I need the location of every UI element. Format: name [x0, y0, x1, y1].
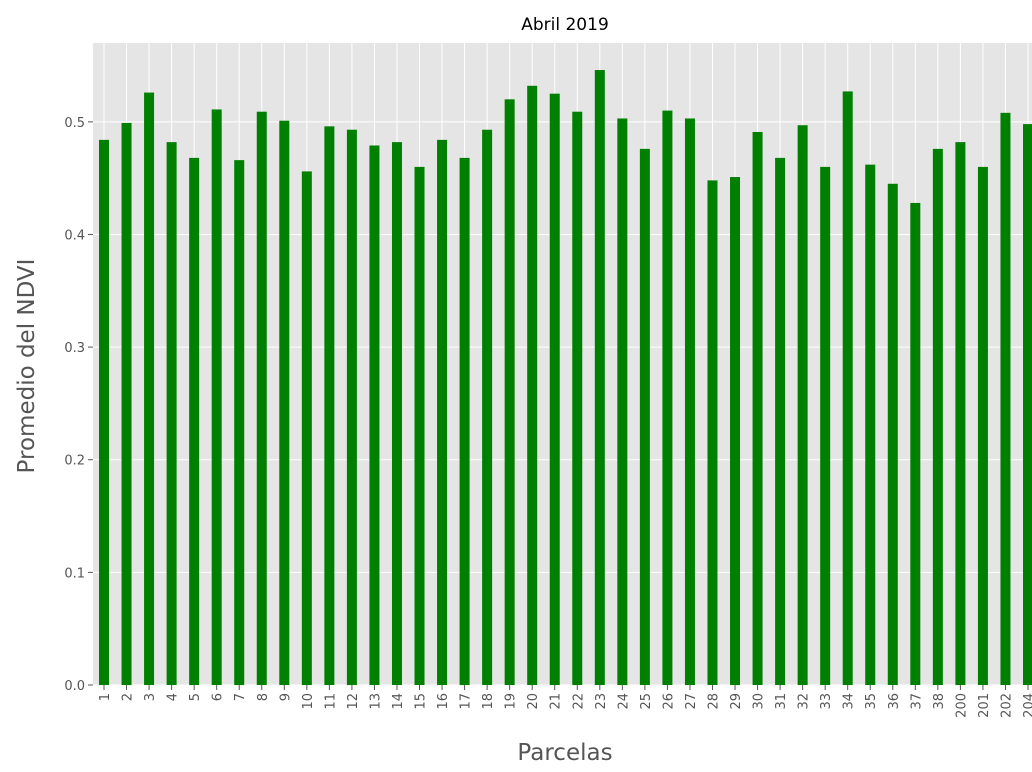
bar	[639, 148, 650, 686]
x-tick-label: 27	[684, 693, 699, 710]
x-tick-label: 202	[999, 693, 1014, 718]
x-tick-label: 15	[414, 693, 429, 710]
y-tick-label: 0.0	[64, 679, 85, 694]
x-tick-label: 29	[729, 693, 744, 710]
bar	[955, 142, 966, 685]
bar	[369, 145, 380, 685]
bar	[842, 91, 853, 685]
x-tick-label: 31	[774, 693, 789, 710]
bar	[594, 70, 605, 686]
x-tick-label: 19	[504, 693, 519, 710]
bar	[324, 126, 335, 686]
bar	[797, 125, 808, 685]
x-tick-label: 38	[932, 693, 947, 710]
bar	[482, 129, 493, 685]
bar	[414, 166, 425, 686]
bar	[730, 177, 741, 685]
bar	[887, 183, 898, 685]
bar	[865, 164, 876, 686]
bar	[391, 142, 402, 685]
bar	[662, 110, 673, 685]
bar	[504, 99, 515, 685]
x-tick-label: 37	[909, 693, 924, 710]
x-tick-label: 21	[549, 693, 564, 710]
x-tick-label: 3	[143, 693, 158, 701]
bar	[234, 160, 245, 685]
x-tick-label: 10	[301, 693, 316, 710]
bar	[437, 139, 448, 685]
bar	[775, 157, 786, 685]
bar	[572, 111, 583, 685]
x-axis: 1 2 3 4 5 6 7 8 9 10 11 12 13 14 15 16 17 18 19 20 21 22 23 24 2…	[98, 685, 1032, 718]
y-tick-label: 0.3	[64, 341, 85, 356]
x-tick-label: 33	[819, 693, 834, 710]
x-tick-label: 13	[368, 693, 383, 710]
bar	[1000, 112, 1011, 685]
x-tick-label: 18	[481, 693, 496, 710]
x-tick-label: 16	[436, 693, 451, 710]
x-tick-label: 204	[1022, 693, 1032, 718]
bar	[684, 118, 695, 686]
x-tick-label: 6	[211, 693, 226, 701]
x-tick-label: 30	[752, 693, 767, 710]
bar	[1023, 124, 1032, 686]
plot-area	[93, 43, 1032, 685]
x-tick-label: 25	[639, 693, 654, 710]
x-tick-label: 22	[571, 693, 586, 710]
x-tick-label: 1	[98, 693, 113, 701]
x-tick-label: 34	[842, 693, 857, 710]
bar	[527, 85, 538, 686]
bar	[820, 166, 831, 686]
x-tick-label: 7	[233, 693, 248, 701]
bar	[346, 129, 357, 685]
bar	[549, 93, 560, 686]
x-tick-label: 26	[661, 693, 676, 710]
y-axis-label: Promedio del NDVI	[14, 259, 40, 474]
x-tick-label: 36	[887, 693, 902, 710]
y-tick-label: 0.1	[64, 566, 85, 581]
y-tick-label: 0.2	[64, 454, 85, 469]
chart-title: Abril 2019	[521, 15, 609, 35]
bar	[977, 166, 988, 686]
bar	[166, 142, 177, 685]
bar	[211, 109, 222, 685]
x-tick-label: 11	[323, 693, 338, 710]
bar	[752, 131, 763, 685]
x-tick-label: 5	[188, 693, 203, 701]
bars	[99, 70, 1032, 686]
x-tick-label: 17	[459, 693, 474, 710]
y-axis: 0.0 0.1 0.2 0.3 0.4 0.5	[64, 116, 93, 694]
x-tick-label: 20	[526, 693, 541, 710]
y-tick-label: 0.5	[64, 116, 85, 131]
bar	[189, 157, 200, 685]
bar	[144, 92, 155, 686]
x-tick-label: 200	[954, 693, 969, 718]
x-tick-label: 23	[594, 693, 609, 710]
bar	[256, 111, 267, 685]
bar	[707, 180, 718, 685]
bar	[279, 120, 290, 685]
bar	[617, 118, 628, 686]
x-tick-label: 35	[864, 693, 879, 710]
bar	[121, 122, 132, 685]
x-tick-label: 4	[166, 693, 181, 701]
bar	[99, 139, 109, 685]
bar	[910, 202, 921, 686]
x-tick-label: 9	[278, 693, 293, 701]
x-axis-label: Parcelas	[517, 740, 612, 766]
x-tick-label: 2	[121, 693, 136, 701]
y-tick-label: 0.4	[64, 228, 85, 243]
x-tick-label: 28	[706, 693, 721, 710]
bar	[301, 171, 312, 685]
x-tick-label: 14	[391, 693, 406, 710]
x-tick-label: 8	[256, 693, 271, 701]
x-tick-label: 201	[977, 693, 992, 718]
x-tick-label: 12	[346, 693, 361, 710]
x-tick-label: 24	[616, 693, 631, 710]
bar	[932, 148, 943, 686]
bar	[459, 157, 470, 685]
x-tick-label: 32	[797, 693, 812, 710]
